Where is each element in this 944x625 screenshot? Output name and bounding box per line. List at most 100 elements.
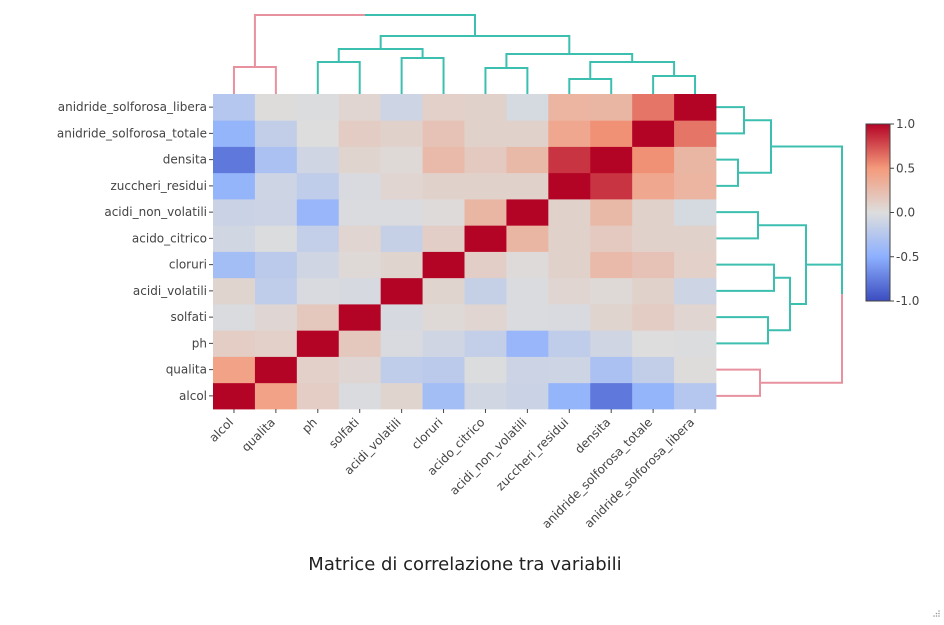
heatmap-cell[interactable] [632, 304, 675, 331]
heatmap-cell[interactable] [548, 120, 591, 147]
heatmap-cell[interactable] [380, 330, 423, 357]
heatmap-cell[interactable] [254, 356, 298, 384]
heatmap-cell[interactable] [506, 94, 549, 121]
heatmap-cell[interactable] [548, 94, 591, 121]
heatmap-cell[interactable] [590, 251, 633, 279]
heatmap-cell[interactable] [548, 146, 591, 174]
heatmap-cell[interactable] [338, 199, 382, 226]
heatmap-cell[interactable] [296, 251, 340, 279]
heatmap-cell[interactable] [254, 382, 298, 410]
heatmap-cell[interactable] [548, 199, 591, 226]
heatmap-cell[interactable] [254, 225, 298, 252]
heatmap-cell[interactable] [632, 199, 675, 226]
heatmap-cell[interactable] [422, 120, 465, 147]
heatmap-cell[interactable] [674, 382, 717, 410]
heatmap-cell[interactable] [506, 251, 549, 279]
heatmap-cell[interactable] [632, 330, 675, 357]
heatmap-cell[interactable] [632, 120, 675, 147]
heatmap-cell[interactable] [338, 382, 382, 410]
heatmap-cell[interactable] [422, 251, 465, 279]
heatmap-cell[interactable] [213, 94, 256, 121]
heatmap-cell[interactable] [506, 356, 549, 384]
heatmap-cell[interactable] [213, 120, 256, 147]
heatmap-cell[interactable] [296, 330, 340, 357]
heatmap-cell[interactable] [590, 382, 633, 410]
heatmap-cell[interactable] [548, 225, 591, 252]
heatmap-cell[interactable] [464, 94, 507, 121]
heatmap-cell[interactable] [590, 330, 633, 357]
heatmap-cell[interactable] [674, 225, 717, 252]
heatmap-cell[interactable] [506, 146, 549, 174]
heatmap-cell[interactable] [422, 146, 465, 174]
heatmap-cell[interactable] [213, 330, 256, 357]
heatmap-cell[interactable] [506, 225, 549, 252]
heatmap-cell[interactable] [590, 225, 633, 252]
heatmap-cell[interactable] [380, 199, 423, 226]
heatmap-cell[interactable] [674, 330, 717, 357]
heatmap-cell[interactable] [380, 120, 423, 147]
heatmap-cell[interactable] [422, 172, 465, 200]
heatmap-cell[interactable] [632, 251, 675, 279]
heatmap-cell[interactable] [296, 172, 340, 200]
heatmap-cell[interactable] [674, 199, 717, 226]
heatmap-cell[interactable] [338, 330, 382, 357]
heatmap-cell[interactable] [548, 356, 591, 384]
heatmap-cell[interactable] [338, 251, 382, 279]
heatmap-cell[interactable] [464, 146, 507, 174]
heatmap-cell[interactable] [422, 225, 465, 252]
heatmap-cell[interactable] [632, 225, 675, 252]
heatmap-cell[interactable] [296, 94, 340, 121]
heatmap-cell[interactable] [674, 146, 717, 174]
heatmap-cell[interactable] [254, 199, 298, 226]
heatmap-cell[interactable] [338, 94, 382, 121]
heatmap-cell[interactable] [213, 277, 256, 305]
heatmap-cell[interactable] [422, 330, 465, 357]
heatmap-cell[interactable] [213, 199, 256, 226]
heatmap-cell[interactable] [506, 304, 549, 331]
heatmap-cell[interactable] [590, 199, 633, 226]
heatmap-cell[interactable] [338, 277, 382, 305]
heatmap-cell[interactable] [422, 94, 465, 121]
heatmap-cell[interactable] [590, 277, 633, 305]
heatmap-cell[interactable] [632, 172, 675, 200]
heatmap-cell[interactable] [338, 356, 382, 384]
heatmap-cell[interactable] [548, 330, 591, 357]
heatmap-cell[interactable] [213, 304, 256, 331]
heatmap-cell[interactable] [422, 304, 465, 331]
heatmap-cell[interactable] [464, 199, 507, 226]
heatmap-cell[interactable] [254, 304, 298, 331]
heatmap-cell[interactable] [422, 277, 465, 305]
heatmap-cell[interactable] [590, 356, 633, 384]
heatmap-cell[interactable] [548, 172, 591, 200]
heatmap-cells[interactable] [213, 94, 717, 410]
heatmap-cell[interactable] [338, 172, 382, 200]
heatmap-cell[interactable] [338, 146, 382, 174]
heatmap-cell[interactable] [506, 382, 549, 410]
heatmap-cell[interactable] [338, 304, 382, 331]
heatmap-cell[interactable] [380, 277, 423, 305]
heatmap-cell[interactable] [380, 251, 423, 279]
heatmap-cell[interactable] [590, 172, 633, 200]
heatmap-cell[interactable] [464, 172, 507, 200]
heatmap-cell[interactable] [254, 146, 298, 174]
heatmap-cell[interactable] [338, 225, 382, 252]
heatmap-cell[interactable] [674, 277, 717, 305]
heatmap-cell[interactable] [254, 172, 298, 200]
heatmap-cell[interactable] [254, 277, 298, 305]
heatmap-cell[interactable] [338, 120, 382, 147]
heatmap-cell[interactable] [506, 277, 549, 305]
heatmap-cell[interactable] [464, 120, 507, 147]
heatmap-cell[interactable] [632, 382, 675, 410]
heatmap-cell[interactable] [380, 382, 423, 410]
heatmap-cell[interactable] [590, 120, 633, 147]
heatmap-cell[interactable] [590, 94, 633, 121]
heatmap-cell[interactable] [674, 251, 717, 279]
heatmap-cell[interactable] [674, 120, 717, 147]
heatmap-cell[interactable] [506, 199, 549, 226]
heatmap-cell[interactable] [296, 356, 340, 384]
heatmap-cell[interactable] [464, 330, 507, 357]
heatmap-cell[interactable] [464, 382, 507, 410]
heatmap-cell[interactable] [464, 225, 507, 252]
heatmap-cell[interactable] [464, 277, 507, 305]
heatmap-cell[interactable] [590, 304, 633, 331]
